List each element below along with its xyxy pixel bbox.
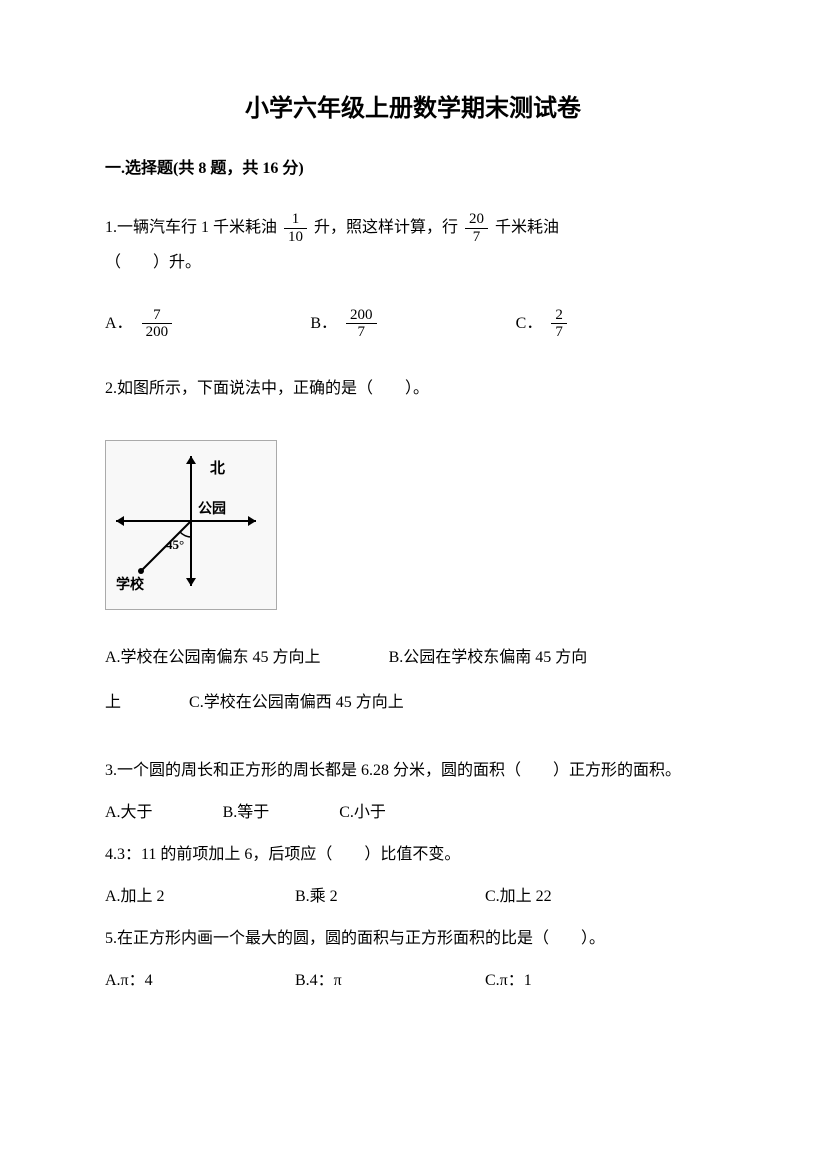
q2-options: A.学校在公园南偏东 45 方向上 B.公园在学校东偏南 45 方向 上 C.学…: [105, 636, 721, 726]
option-a: A.学校在公园南偏东 45 方向上: [105, 649, 321, 666]
option-label: B．: [310, 311, 337, 337]
label-park: 公园: [198, 501, 226, 517]
question-1: 1.一辆汽车行 1 千米耗油 1 10 升，照这样计算，行 20 7 千米耗油 …: [105, 210, 721, 281]
option-label: C．: [516, 311, 543, 337]
q3-options: A.大于 B.等于 C.小于: [105, 800, 721, 826]
question-5: 5.在正方形内画一个最大的圆，圆的面积与正方形面积的比是（ ）。: [105, 924, 721, 954]
label-angle: 45°: [166, 537, 184, 552]
option-a: A． 7 200: [105, 307, 310, 341]
option-c: C.π：1: [485, 968, 721, 994]
fraction: 1 10: [284, 211, 307, 245]
frac-num: 2: [551, 307, 567, 324]
option-c: C.学校在公园南偏西 45 方向上: [189, 694, 404, 711]
question-3: 3.一个圆的周长和正方形的周长都是 6.28 分米，圆的面积（ ）正方形的面积。: [105, 756, 721, 786]
q1-text-d: （ ）升。: [105, 254, 201, 271]
frac-den: 10: [284, 228, 307, 246]
q2-figure: 北 公园 45° 学校: [105, 440, 277, 611]
question-2: 2.如图所示，下面说法中，正确的是（ ）。: [105, 371, 721, 406]
option-c: C． 2 7: [516, 307, 721, 341]
q1-text-c: 千米耗油: [495, 219, 559, 236]
q4-options: A.加上 2 B.乘 2 C.加上 22: [105, 884, 721, 910]
option-b-part2: 上: [105, 694, 121, 711]
label-school: 学校: [116, 576, 145, 593]
option-label: A．: [105, 311, 133, 337]
fraction: 20 7: [465, 211, 488, 245]
frac-den: 7: [551, 323, 567, 341]
frac-den: 7: [465, 228, 488, 246]
section-header: 一.选择题(共 8 题，共 16 分): [105, 156, 721, 182]
fraction: 200 7: [346, 307, 377, 341]
q1-text-b: 升，照这样计算，行: [314, 219, 458, 236]
option-b: B.等于: [223, 800, 270, 826]
option-b: B.乘 2: [295, 884, 485, 910]
frac-num: 20: [465, 211, 488, 228]
q5-options: A.π：4 B.4：π C.π：1: [105, 968, 721, 994]
frac-den: 7: [346, 323, 377, 341]
option-a: A.π：4: [105, 968, 295, 994]
frac-num: 200: [346, 307, 377, 324]
option-c: C.加上 22: [485, 884, 721, 910]
option-b: B.4：π: [295, 968, 485, 994]
option-a: A.大于: [105, 800, 153, 826]
frac-den: 200: [142, 323, 173, 341]
fraction: 2 7: [551, 307, 567, 341]
frac-num: 1: [284, 211, 307, 228]
page-title: 小学六年级上册数学期末测试卷: [105, 90, 721, 128]
fraction: 7 200: [142, 307, 173, 341]
option-b: B． 200 7: [310, 307, 515, 341]
option-b-part1: B.公园在学校东偏南 45 方向: [389, 649, 588, 666]
frac-num: 7: [142, 307, 173, 324]
question-4: 4.3：11 的前项加上 6，后项应（ ）比值不变。: [105, 840, 721, 870]
option-a: A.加上 2: [105, 884, 295, 910]
option-c: C.小于: [339, 800, 386, 826]
q1-options: A． 7 200 B． 200 7 C． 2 7: [105, 307, 721, 341]
q1-text-a: 1.一辆汽车行 1 千米耗油: [105, 219, 277, 236]
label-north: 北: [210, 460, 225, 477]
